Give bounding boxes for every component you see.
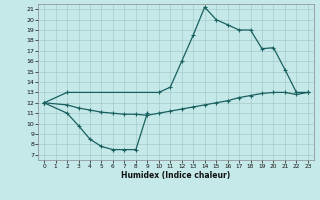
X-axis label: Humidex (Indice chaleur): Humidex (Indice chaleur) <box>121 171 231 180</box>
